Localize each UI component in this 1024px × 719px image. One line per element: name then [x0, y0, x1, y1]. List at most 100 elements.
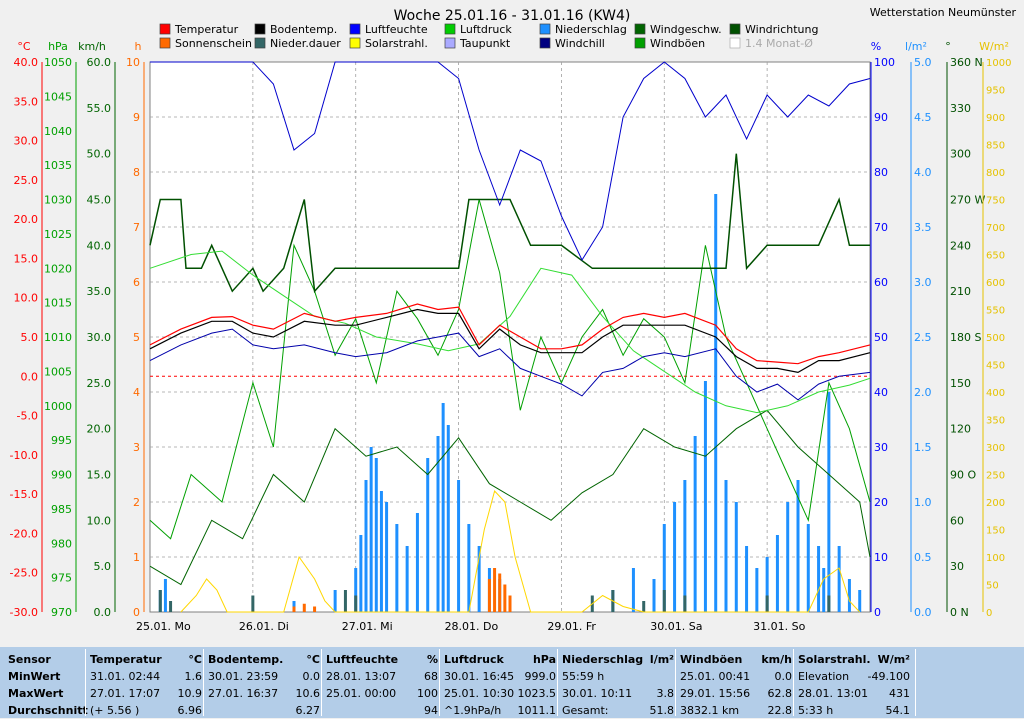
rain-bar — [359, 535, 363, 612]
summary-column-header: Bodentemp. °C — [208, 651, 320, 668]
summary-row: 6.27 — [208, 702, 321, 719]
axis-tick-left: 40.0 — [14, 56, 39, 69]
rain-bar — [374, 458, 378, 612]
legend-label: Sonnenschein — [175, 37, 252, 50]
summary-cell-label: 30.01. 23:59 — [208, 670, 279, 683]
axis-tick-left: 10 — [126, 56, 140, 69]
rain-duration-bar — [343, 590, 347, 612]
axis-tick-left: 5 — [133, 331, 140, 344]
axis-tick-right: 150 — [950, 377, 971, 390]
sunshine-bar — [302, 603, 306, 612]
axis-tick-right: 50 — [986, 581, 999, 592]
axis-tick-right: 0 — [986, 608, 992, 619]
axis-tick-right: 3.0 — [914, 276, 932, 289]
summary-cell-label: 3832.1 km — [680, 704, 740, 717]
legend-label: Luftdruck — [460, 23, 512, 36]
legend-swatch — [634, 23, 646, 35]
rain-bar — [405, 546, 409, 612]
summary-cell-label: 5:33 h — [798, 704, 834, 717]
x-tick-label: 28.01. Do — [445, 620, 499, 633]
axis-tick-left: 9 — [133, 111, 140, 124]
x-tick-label: 30.01. Sa — [650, 620, 702, 633]
axis-tick-right: 30 — [874, 441, 888, 454]
rain-bar — [446, 425, 450, 612]
summary-cell-value: 0.0 — [302, 670, 321, 683]
axis-tick-right: 50 — [874, 331, 888, 344]
axis-tick-left: 990 — [51, 469, 72, 482]
summary-column-header: Solarstrahl. W/m² — [798, 651, 910, 668]
axis-tick-left: 1050 — [44, 56, 72, 69]
axis-unit-left: hPa — [48, 40, 68, 53]
rain-bar — [467, 524, 471, 612]
axis-tick-right: 70 — [874, 221, 888, 234]
summary-cell-value: 1011.1 — [517, 704, 557, 717]
rain-bar — [745, 546, 749, 612]
summary-column-unit: hPa — [532, 653, 556, 666]
summary-row: 25.01. 10:30 1023.5 — [444, 685, 556, 702]
legend-swatch — [444, 37, 456, 49]
axis-tick-left: 985 — [51, 503, 72, 516]
legend-swatch — [729, 37, 741, 49]
summary-row: 30.01. 10:11 3.8 — [562, 685, 674, 702]
axis-tick-left: 35.0 — [87, 285, 112, 298]
axis-tick-right: 180 S — [950, 331, 981, 344]
x-tick-label: 29.01. Fr — [547, 620, 596, 633]
axis-tick-right: 1.5 — [914, 441, 932, 454]
axis-tick-right: 90 O — [950, 469, 976, 482]
rain-bar — [333, 590, 337, 612]
axis-tick-left: 20.0 — [14, 213, 39, 226]
sunshine-bar — [498, 573, 502, 612]
summary-cell-label: 30.01. 10:11 — [562, 687, 633, 700]
summary-cell-value: 10.9 — [177, 687, 203, 700]
rain-bar — [364, 480, 368, 612]
axis-tick-right: 60 — [950, 514, 964, 527]
axis-unit-left: km/h — [78, 40, 106, 53]
summary-cell-value: -49.100 — [867, 670, 910, 683]
axis-tick-right: 400 — [986, 388, 1005, 399]
summary-separator — [203, 649, 204, 716]
gusts-line — [149, 199, 871, 540]
axis-tick-left: -15.0 — [10, 488, 38, 501]
summary-cell-label: Gesamt: — [562, 704, 609, 717]
axis-tick-left: 20.0 — [87, 423, 112, 436]
legend-label: Bodentemp. — [270, 23, 337, 36]
rain-duration-bar — [169, 601, 173, 612]
summary-cell-value: 51.8 — [649, 704, 675, 717]
summary-cell-value: 999.0 — [524, 670, 557, 683]
axis-tick-left: -20.0 — [10, 527, 38, 540]
axis-tick-left: 1040 — [44, 125, 72, 138]
rain-bar — [703, 381, 707, 612]
axis-tick-left: 15.0 — [14, 252, 39, 265]
axis-tick-left: 1 — [133, 551, 140, 564]
sunshine-bar — [292, 606, 296, 612]
summary-column-header: Temperatur °C — [90, 651, 202, 668]
rain-bar — [379, 491, 383, 612]
temperature-line — [149, 303, 871, 365]
axis-tick-right: 350 — [986, 416, 1005, 427]
rain-bar — [765, 557, 769, 612]
axis-tick-left: -30.0 — [10, 606, 38, 619]
legend-swatch — [159, 37, 171, 49]
summary-column-title: Windböen — [680, 653, 743, 666]
axis-tick-right: 360 N — [950, 56, 983, 69]
axis-unit-right: % — [871, 40, 881, 53]
axis-tick-right: 700 — [986, 223, 1005, 234]
summary-column: Temperatur °C 31.01. 02:44 1.6 27.01. 17:07 1… — [90, 651, 202, 719]
summary-row: (+ 5.56 ) 6.96 — [90, 702, 202, 719]
rain-bar — [806, 524, 810, 612]
legend-label: Solarstrahl. — [365, 37, 428, 50]
summary-cell-value: 68 — [424, 670, 438, 683]
summary-column-header: Niederschlag l/m² — [562, 651, 674, 668]
rain-bar — [734, 502, 738, 612]
summary-cell-value: 1.6 — [184, 670, 203, 683]
axis-tick-left: 1005 — [44, 365, 72, 378]
summary-column: Niederschlag l/m² 55:59 h 30.01. 10:11 3.8 Ge… — [562, 651, 674, 719]
axis-tick-left: 970 — [51, 606, 72, 619]
rain-duration-bar — [158, 590, 162, 612]
summary-cell-label: ^1.9hPa/h — [444, 704, 502, 717]
summary-column: Bodentemp. °C 30.01. 23:59 0.0 27.01. 16:37 1… — [208, 651, 320, 719]
axis-tick-right: 1.0 — [914, 496, 932, 509]
summary-column: Luftfeuchte% 28.01. 13:07 68 25.01. 00:00 10… — [326, 651, 438, 719]
axis-tick-right: 270 W — [950, 194, 985, 207]
legend-swatch — [254, 23, 266, 35]
